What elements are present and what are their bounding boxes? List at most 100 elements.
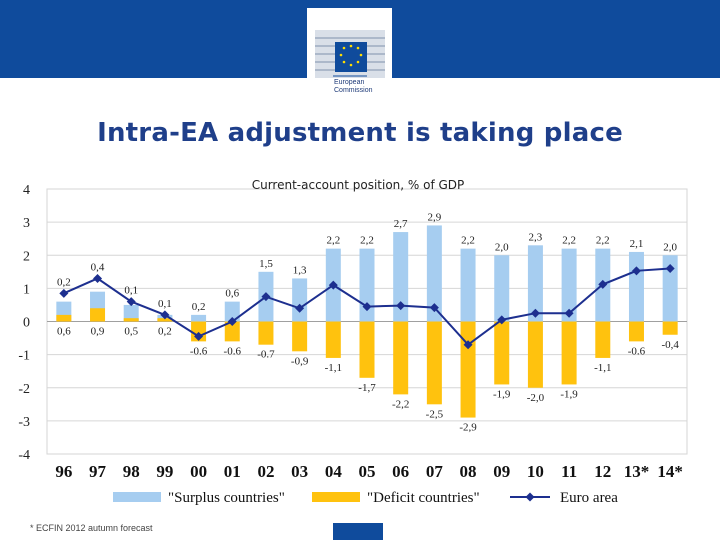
logo-line-2: Commission [334, 87, 373, 94]
y-tick-label: 0 [23, 316, 30, 331]
x-tick-label: 14* [657, 462, 683, 481]
surplus-data-label: 2,2 [461, 235, 475, 247]
surplus-data-label: 2,1 [630, 238, 644, 250]
deficit-data-label: -2,0 [527, 392, 545, 404]
deficit-data-label: -2,2 [392, 398, 409, 410]
footer-tab [333, 523, 383, 540]
deficit-bar [628, 321, 644, 342]
euro-area-point [564, 308, 574, 318]
x-tick-label: 03 [291, 462, 308, 481]
x-tick-label: 10 [527, 462, 544, 481]
deficit-data-label: -0.7 [257, 349, 275, 361]
x-tick-label: 00 [190, 462, 207, 481]
x-tick-label: 98 [123, 462, 140, 481]
euro-area-point [362, 302, 372, 312]
legend-label-euro: Euro area [560, 490, 618, 506]
surplus-data-label: 0,2 [192, 301, 206, 313]
euro-area-point [665, 264, 675, 273]
deficit-bar [56, 314, 72, 322]
euro-area-point [429, 303, 439, 313]
x-tick-label: 11 [561, 462, 577, 481]
surplus-bar [393, 232, 409, 322]
deficit-bar [561, 321, 577, 385]
surplus-bar [460, 248, 476, 322]
deficit-data-label: -1,9 [560, 388, 578, 400]
deficit-data-label: -0,4 [661, 339, 679, 351]
x-tick-label: 97 [89, 462, 107, 481]
y-tick-label: 3 [23, 216, 30, 231]
surplus-bar [527, 245, 543, 322]
euro-area-point [59, 288, 69, 298]
euro-area-point [93, 273, 103, 283]
deficit-bar [460, 321, 476, 418]
deficit-bar [662, 321, 678, 335]
x-tick-label: 99 [156, 462, 173, 481]
deficit-data-label: 0,1 [124, 285, 138, 297]
surplus-bar [561, 248, 577, 322]
euro-area-point [227, 317, 237, 326]
surplus-bar [426, 225, 442, 322]
x-tick-label: 02 [257, 462, 274, 481]
deficit-data-label: 0,1 [158, 298, 172, 310]
euro-area-point [328, 280, 338, 290]
deficit-data-label: -1,7 [358, 382, 376, 394]
legend-marker-euro [525, 492, 535, 502]
deficit-data-label: -2,5 [426, 408, 444, 420]
x-tick-label: 96 [55, 462, 72, 481]
deficit-bar [90, 308, 106, 322]
euro-area-point [261, 292, 271, 302]
deficit-bar [527, 321, 543, 388]
y-tick-label: -2 [18, 382, 30, 397]
forecast-footnote: * ECFIN 2012 autumn forecast [30, 523, 153, 533]
deficit-data-label: -0.6 [628, 345, 646, 357]
surplus-data-label: 0,9 [91, 326, 105, 338]
legend-swatch-deficit [312, 492, 360, 502]
surplus-data-label: 2,7 [394, 218, 408, 230]
x-tick-label: 01 [224, 462, 241, 481]
x-tick-label: 09 [493, 462, 510, 481]
y-tick-label: 2 [23, 249, 30, 264]
y-tick-label: 4 [23, 183, 30, 198]
surplus-data-label: 1,5 [259, 258, 273, 270]
deficit-data-label: -0.6 [224, 345, 242, 357]
x-tick-label: 04 [325, 462, 343, 481]
deficit-bar [224, 321, 240, 342]
legend-swatch-surplus [113, 492, 161, 502]
deficit-data-label: -0.6 [190, 345, 208, 357]
deficit-data-label: 0,4 [91, 261, 105, 273]
deficit-bar [157, 318, 173, 322]
x-tick-label: 06 [392, 462, 409, 481]
slide-title: Intra-EA adjustment is taking place [97, 118, 623, 148]
deficit-bar [426, 321, 442, 405]
deficit-data-label: -0,9 [291, 355, 309, 367]
european-commission-logo [307, 8, 392, 104]
logo-line-1: European [334, 79, 365, 86]
deficit-bar [258, 321, 274, 345]
y-tick-label: 1 [23, 282, 30, 297]
deficit-bar [359, 321, 375, 378]
surplus-bar [224, 301, 240, 322]
deficit-data-label: -1,1 [594, 362, 611, 374]
surplus-data-label: 2,2 [360, 235, 374, 247]
berlaymont-building-icon [315, 30, 385, 78]
surplus-data-label: 2,3 [529, 231, 543, 243]
surplus-data-label: 0,2 [158, 326, 172, 338]
x-tick-label: 05 [359, 462, 376, 481]
logo-wordmark: European Commission [334, 79, 394, 95]
surplus-data-label: 0,5 [124, 326, 138, 338]
euro-area-point [160, 310, 170, 320]
deficit-data-label: -1,9 [493, 388, 511, 400]
x-tick-label: 13* [624, 462, 650, 481]
euro-area-point [126, 297, 136, 307]
x-tick-label: 12 [594, 462, 611, 481]
surplus-data-label: 2,9 [427, 211, 441, 223]
euro-area-point [497, 315, 507, 325]
surplus-bar [123, 304, 139, 322]
deficit-bar [292, 321, 308, 352]
x-tick-label: 07 [426, 462, 444, 481]
x-tick-label: 08 [460, 462, 477, 481]
surplus-data-label: 2,2 [596, 235, 610, 247]
surplus-data-label: 2,0 [495, 241, 509, 253]
surplus-bar [191, 314, 207, 322]
deficit-bar [494, 321, 510, 385]
